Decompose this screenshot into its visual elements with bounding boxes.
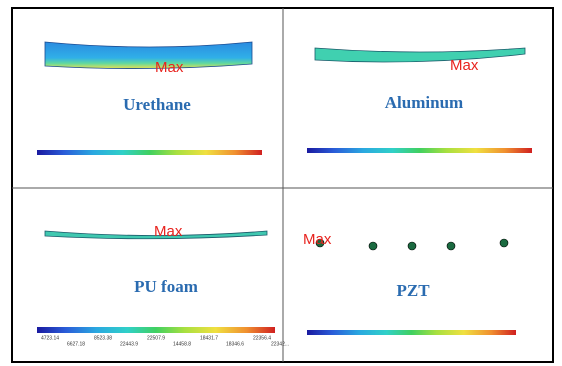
material-label: PZT: [396, 281, 430, 300]
material-label: PU foam: [134, 277, 198, 296]
urethane-plate: [45, 42, 252, 69]
colorbar-label: 22443.9: [120, 341, 138, 347]
pzt-patch: [500, 239, 508, 247]
colorbar: [307, 148, 532, 153]
colorbar-label: 22507.9: [147, 335, 165, 341]
material-label: Aluminum: [385, 93, 463, 112]
colorbar-label: 6627.18: [67, 341, 85, 347]
colorbar: [37, 150, 262, 155]
max-label: Max: [303, 231, 332, 248]
colorbar-labels: 4723.14 8523.38 22507.9 18431.7 22356.4 6627.…: [41, 335, 289, 347]
max-label: Max: [154, 223, 183, 240]
colorbar: [307, 330, 516, 335]
aluminum-beam: [315, 48, 525, 62]
pzt-patch: [408, 242, 416, 250]
pzt-patch: [447, 242, 455, 250]
pzt-patch: [369, 242, 377, 250]
colorbar-label: 8523.38: [94, 335, 112, 341]
colorbar-label: 18431.7: [200, 335, 218, 341]
colorbar: [37, 327, 275, 333]
colorbar-label: 22356.4: [253, 335, 271, 341]
colorbar-label: 14458.8: [173, 341, 191, 347]
colorbar-label: 18346.6: [226, 341, 244, 347]
figure: Max Urethane Max Aluminum Max PU foam 47…: [0, 0, 562, 366]
max-label: Max: [155, 59, 184, 76]
max-label: Max: [450, 57, 479, 74]
colorbar-label: 4723.14: [41, 335, 59, 341]
colorbar-label: 22342...: [271, 341, 289, 347]
page: {"panels": [ {"material": "Urethane", "m…: [0, 0, 562, 366]
material-label: Urethane: [123, 95, 191, 114]
